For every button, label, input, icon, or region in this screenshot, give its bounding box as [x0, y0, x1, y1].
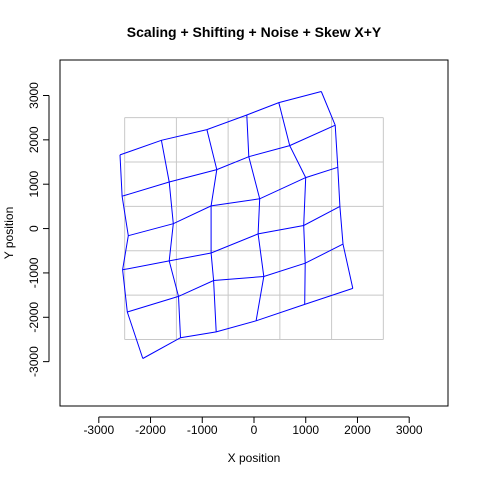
plot-frame	[59, 59, 449, 407]
warped-grid-row-1	[127, 243, 344, 313]
y-axis-label: Y position	[2, 207, 16, 259]
warped-grid	[119, 91, 354, 359]
warped-grid-col-2	[206, 129, 218, 332]
y-axis: -3000 -2000 -1000 0 1000 2000 3000	[27, 82, 50, 377]
warped-grid-col-0	[119, 154, 144, 359]
warped-grid-row-2	[122, 205, 341, 271]
x-axis-label: X position	[228, 451, 281, 465]
warped-grid-row-4	[121, 124, 336, 197]
warped-grid-col-5	[320, 91, 354, 289]
y-tick-label: -1000	[27, 257, 41, 288]
x-tick-label: 3000	[396, 423, 423, 437]
warped-grid-col-4	[278, 102, 307, 305]
warped-grid-col-3	[246, 114, 265, 321]
warped-grid-row-5	[119, 91, 322, 156]
warped-grid-row-0	[142, 287, 353, 359]
warped-grid-row-3	[128, 166, 338, 237]
x-tick-label: -3000	[83, 423, 114, 437]
x-axis: -3000 -2000 -1000 0 1000 2000 3000	[83, 416, 423, 437]
y-tick-label: 0	[27, 225, 41, 232]
y-tick-label: 2000	[27, 126, 41, 153]
chart-title: Scaling + Shifting + Noise + Skew X+Y	[127, 24, 382, 40]
x-tick-label: 1000	[292, 423, 319, 437]
x-tick-label: -2000	[135, 423, 166, 437]
y-tick-label: 1000	[27, 171, 41, 198]
y-tick-label: -2000	[27, 302, 41, 333]
y-tick-label: -3000	[27, 346, 41, 377]
x-tick-label: 2000	[344, 423, 371, 437]
warped-grid-col-1	[160, 140, 181, 338]
x-tick-label: -1000	[187, 423, 218, 437]
y-tick-label: 3000	[27, 82, 41, 109]
x-tick-label: 0	[251, 423, 258, 437]
